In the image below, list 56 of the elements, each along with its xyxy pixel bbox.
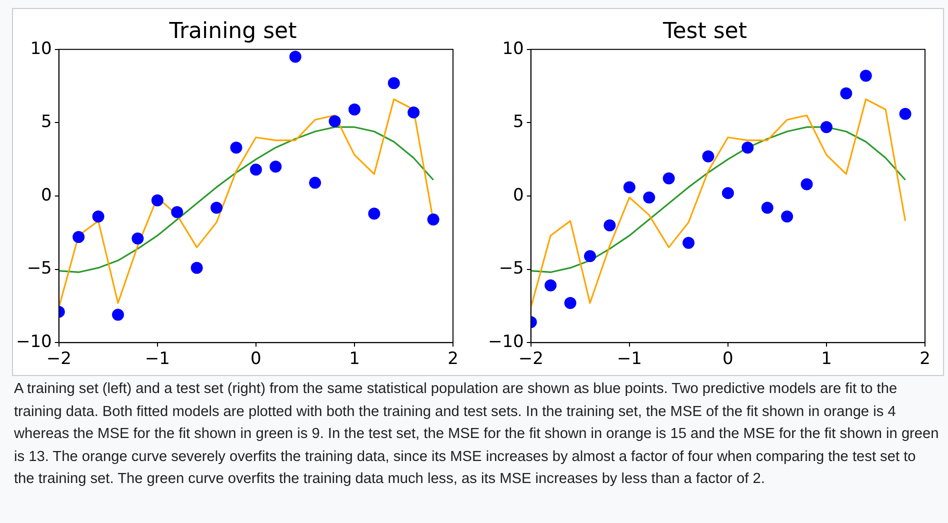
point [427, 213, 440, 226]
x-tick-label: 0 [250, 349, 262, 370]
point [722, 187, 734, 200]
point [408, 106, 420, 118]
y-tick-label: 0 [41, 185, 52, 206]
point [289, 50, 302, 63]
y-tick-label: 10 [502, 38, 524, 59]
x-tick-label: 2 [448, 349, 458, 370]
y-tick-label: 10 [30, 38, 52, 59]
point [92, 210, 104, 223]
point [309, 176, 322, 189]
point [643, 191, 656, 204]
x-tick-label: −1 [616, 349, 642, 370]
point [899, 108, 912, 120]
point [623, 181, 636, 194]
x-tick-label: 1 [821, 349, 832, 370]
point [250, 164, 262, 176]
point [190, 262, 203, 274]
y-tick-label: −5 [26, 258, 52, 279]
point [72, 231, 85, 244]
point [132, 232, 144, 245]
chart-title: Training set [168, 18, 298, 44]
y-tick-label: −5 [498, 258, 524, 279]
point [742, 142, 754, 154]
point [348, 104, 360, 116]
point [328, 115, 341, 128]
x-tick-label: 0 [722, 349, 734, 370]
y-tick-label: 5 [41, 112, 52, 132]
point [151, 194, 164, 206]
point [604, 219, 616, 232]
point [112, 308, 124, 321]
point [388, 77, 400, 90]
x-tick-label: −1 [144, 349, 170, 370]
point [702, 150, 714, 162]
point [368, 208, 380, 220]
point [270, 160, 282, 173]
y-tick-label: 0 [513, 185, 524, 206]
point [171, 206, 184, 218]
x-tick-label: 2 [920, 349, 930, 370]
point [544, 279, 557, 292]
x-tick-label: 1 [349, 349, 360, 370]
point [230, 142, 242, 154]
point [781, 210, 794, 223]
point [662, 172, 675, 184]
point [800, 178, 813, 190]
chart-title: Test set [662, 18, 748, 44]
text: A training set (left) and a test set (right) from the same statistical population are shown as blue points. Two predictive models are fit to the training data. Both fitted models are plotted with both the training and test sets. In the training set, the MSE of the fit shown in orange is 4 whereas the MSE for the fit shown in green is 9. In the test set, the MSE for the fit shown in orange is 15 and the MSE for the fit shown in green is 13. The orange curve severely overfits the training data, since its MSE increases by almost a factor of four when comparing the test set to the training set. The green curve overfits the training data much less, as its MSE increases by less than a factor of 2. [14, 380, 939, 489]
point [860, 70, 872, 82]
y-tick-label: 5 [513, 112, 524, 132]
point [564, 297, 576, 310]
point [210, 202, 223, 214]
point [584, 250, 596, 262]
point [682, 236, 695, 249]
point [761, 202, 774, 214]
point [840, 87, 852, 100]
point [820, 121, 832, 134]
